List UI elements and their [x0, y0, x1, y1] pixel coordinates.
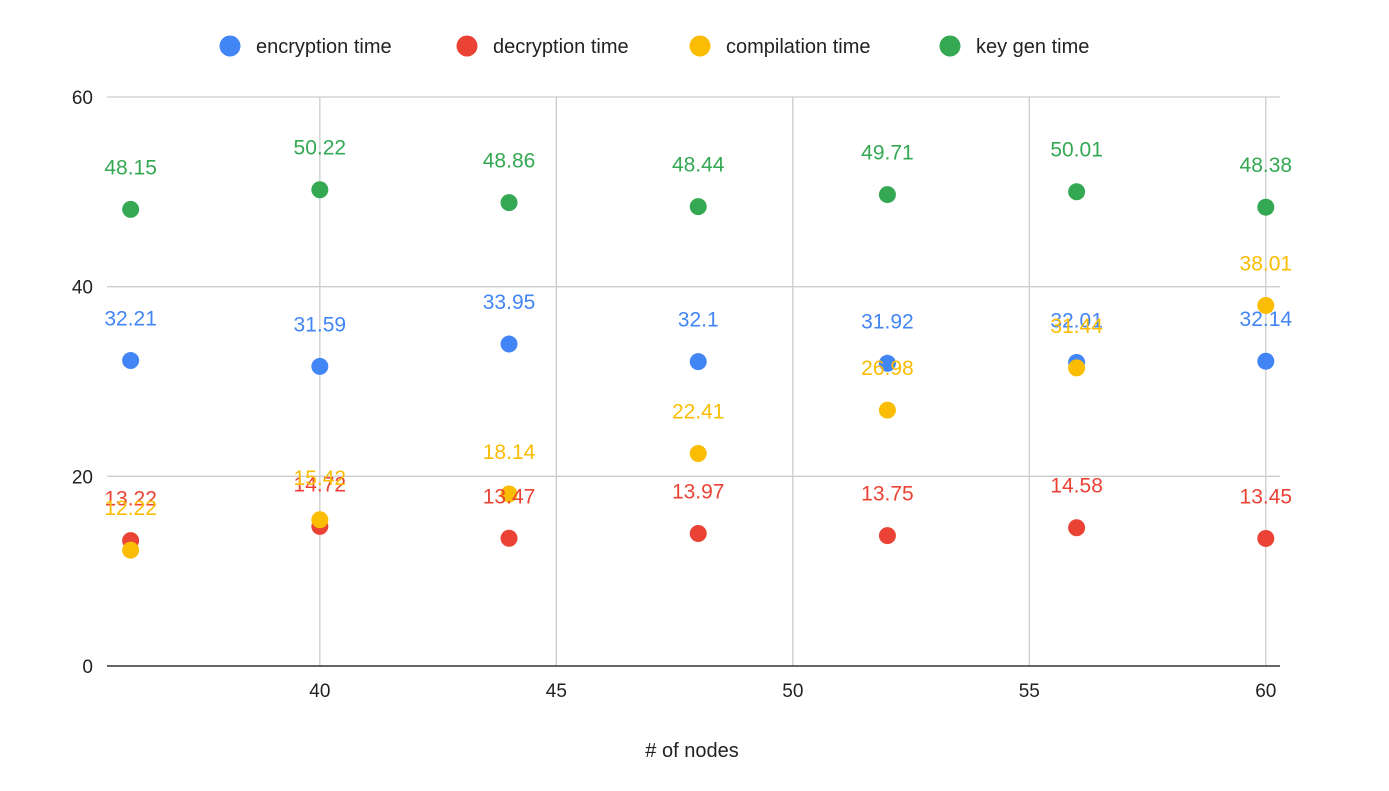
- data-label: 13.47: [483, 485, 536, 508]
- legend-marker: [939, 35, 961, 57]
- data-label: 48.15: [104, 156, 157, 179]
- data-label: 48.44: [672, 154, 725, 177]
- data-label: 50.01: [1050, 139, 1103, 162]
- data-point: [500, 485, 518, 503]
- data-point: [878, 186, 896, 204]
- grid-layer: [107, 96, 1280, 666]
- data-point: [500, 335, 518, 353]
- data-label: 26.98: [861, 357, 914, 380]
- data-label: 31.44: [1050, 315, 1103, 338]
- data-point: [1068, 359, 1086, 377]
- data-point: [878, 401, 896, 419]
- data-label: 49.71: [861, 142, 914, 165]
- legend-marker: [456, 35, 478, 57]
- data-label: 32.21: [104, 308, 157, 331]
- x-tick-label: 50: [782, 681, 803, 702]
- y-tick-label: 0: [82, 657, 93, 678]
- data-label: 22.41: [672, 400, 725, 423]
- legend-label: key gen time: [976, 36, 1089, 58]
- x-tick-label: 55: [1019, 681, 1040, 702]
- data-label: 13.75: [861, 483, 914, 506]
- data-point: [689, 353, 707, 371]
- data-label: 32.14: [1240, 308, 1293, 331]
- data-label: 15.42: [294, 467, 347, 490]
- data-label: 14.58: [1050, 475, 1103, 498]
- data-point: [689, 198, 707, 216]
- data-label: 31.59: [294, 313, 347, 336]
- x-tick-label: 45: [546, 681, 567, 702]
- data-point: [1068, 183, 1086, 201]
- data-label: 18.14: [483, 441, 536, 464]
- x-tick-label: 40: [309, 681, 330, 702]
- data-point: [1257, 529, 1275, 547]
- data-point: [1257, 198, 1275, 216]
- data-label: 32.01: [1050, 309, 1103, 332]
- data-point: [122, 352, 140, 370]
- legend-label: decryption time: [493, 36, 629, 58]
- data-point: [122, 541, 140, 559]
- legend-label: compilation time: [726, 36, 871, 58]
- data-point: [311, 511, 329, 529]
- axis-layer: 0 20 40 60 40 45 50 55 60: [72, 88, 1280, 702]
- data-label: 48.38: [1240, 154, 1293, 177]
- data-label: 38.01: [1240, 253, 1293, 276]
- data-label: 13.45: [1240, 485, 1293, 508]
- y-tick-label: 20: [72, 467, 93, 488]
- data-point: [311, 181, 329, 199]
- data-label: 31.92: [861, 310, 914, 333]
- data-point: [878, 354, 896, 372]
- data-label: 33.95: [483, 291, 536, 314]
- legend-marker: [219, 35, 241, 57]
- data-point: [122, 200, 140, 218]
- data-point: [1257, 297, 1275, 315]
- data-label: 50.22: [294, 137, 347, 160]
- y-tick-label: 40: [72, 278, 93, 299]
- legend-label: encryption time: [256, 36, 392, 58]
- data-label: 13.22: [104, 488, 157, 511]
- x-tick-label: 60: [1255, 681, 1276, 702]
- data-point: [500, 529, 518, 547]
- data-label: 14.72: [294, 473, 347, 496]
- data-point: [689, 525, 707, 543]
- data-label: 32.1: [678, 309, 719, 332]
- legend-marker: [689, 35, 711, 57]
- legend: encryption time decryption time compilatio…: [219, 35, 1089, 58]
- data-point: [1068, 519, 1086, 537]
- points-layer: [122, 181, 1275, 559]
- data-point: [500, 194, 518, 212]
- data-point: [878, 527, 896, 545]
- data-label: 13.97: [672, 481, 725, 504]
- data-point: [1257, 352, 1275, 370]
- data-label: 48.86: [483, 150, 536, 173]
- data-label: 12.22: [104, 497, 157, 520]
- y-tick-label: 60: [72, 88, 93, 109]
- x-axis-title: # of nodes: [645, 740, 738, 762]
- data-point: [311, 357, 329, 375]
- data-point: [689, 444, 707, 462]
